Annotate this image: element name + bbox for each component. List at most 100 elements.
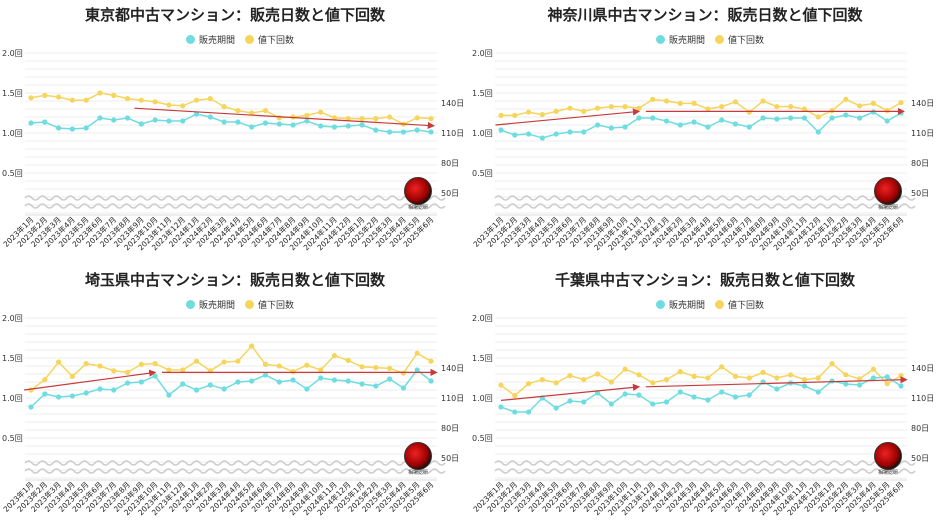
cuts-data-point [553, 380, 559, 386]
cuts-data-point [262, 361, 269, 367]
legend-cuts-label: 値下回数 [728, 301, 765, 311]
right-tick-label: 50日 [911, 189, 929, 198]
legend: 販売期間 値下回数 [0, 33, 470, 46]
cuts-data-point [677, 100, 683, 106]
cuts-data-point [235, 108, 241, 114]
cuts-data-point [567, 105, 573, 111]
left-tick-label: 2.0回 [2, 314, 23, 323]
right-tick-label: 50日 [441, 454, 459, 463]
days-data-point [69, 126, 75, 132]
cuts-data-point [42, 92, 48, 98]
cuts-data-point [525, 109, 532, 115]
days-data-point [55, 394, 62, 400]
days-data-point [331, 377, 338, 383]
days-data-point [732, 121, 739, 127]
cuts-series-line [500, 362, 902, 397]
days-data-point [262, 120, 269, 126]
days-data-point [290, 122, 296, 128]
chart-panel: 神奈川県中古マンション：販売日数と値下回数 販売期間 値下回数 2.0回 1.5回 1.… [470, 0, 940, 265]
chart-plot: 2.0回1.5回1.0回0.5回140日110日80日50日2023年1月202… [471, 49, 934, 252]
days-data-point [180, 118, 186, 124]
cuts-data-point [677, 369, 683, 375]
days-series-line [30, 368, 432, 408]
cuts-data-point [290, 369, 296, 375]
right-tick-label: 140日 [911, 99, 934, 108]
days-data-point [594, 122, 601, 128]
right-tick-label: 80日 [441, 159, 459, 168]
cuts-data-point [663, 377, 670, 383]
cuts-data-point [594, 371, 601, 377]
days-data-point [373, 127, 379, 133]
days-data-point [788, 115, 794, 121]
cuts-data-point [898, 100, 904, 106]
days-data-point [193, 111, 200, 117]
left-tick-label: 2.0回 [2, 49, 23, 58]
cuts-data-point [345, 357, 351, 363]
days-data-point [428, 378, 434, 384]
cuts-data-point [594, 105, 601, 111]
cuts-data-point [829, 361, 835, 367]
legend-cuts-marker [715, 300, 724, 309]
days-data-point [553, 131, 559, 137]
right-tick-label: 80日 [911, 159, 929, 168]
cuts-data-point [581, 108, 587, 114]
legend-days-marker [185, 300, 195, 309]
cuts-data-point [815, 114, 821, 120]
cuts-data-point [138, 361, 144, 367]
days-data-point [221, 386, 227, 392]
days-data-point [28, 120, 34, 126]
days-data-point [124, 115, 131, 121]
cuts-data-point [705, 375, 711, 381]
days-data-point [221, 119, 227, 125]
right-tick-label: 140日 [441, 364, 464, 373]
chart-title: 神奈川県中古マンション：販売日数と値下回数 [547, 6, 863, 24]
days-data-point [111, 387, 117, 393]
logo-text: 相場総研 [877, 470, 898, 476]
left-tick-label: 0.5回 [472, 434, 493, 443]
days-data-point [69, 393, 75, 399]
days-data-point [843, 381, 849, 387]
cuts-data-point [539, 112, 545, 118]
cuts-series-line [501, 98, 902, 118]
days-data-point [276, 379, 282, 385]
days-data-point [553, 405, 559, 411]
days-data-point [705, 397, 711, 403]
logo-text: 相場総研 [407, 205, 428, 211]
cuts-data-point [884, 108, 890, 114]
days-data-point [636, 392, 642, 398]
cuts-data-point [207, 96, 213, 102]
chart-plot: 2.0回1.5回1.0回0.5回140日110日80日50日2023年1月202… [1, 49, 464, 252]
cuts-data-point [152, 99, 158, 105]
chart-panel: 東京都中古マンション：販売日数と値下回数 販売期間 値下回数 2.0回 1.5回 1.0… [0, 0, 470, 265]
cuts-data-point [843, 96, 849, 102]
days-data-point [691, 394, 697, 400]
days-data-point [801, 383, 808, 389]
cuts-data-point [760, 369, 766, 375]
cuts-data-point [843, 372, 849, 378]
days-data-point [318, 123, 324, 129]
logo-icon [874, 442, 902, 470]
left-tick-label: 2.0回 [472, 314, 493, 323]
chart-plot: 2.0回1.5回1.0回0.5回140日110日80日50日2023年1月202… [471, 314, 934, 517]
cuts-data-point [857, 103, 863, 109]
logo-text: 相場総研 [407, 470, 428, 476]
days-data-point [180, 381, 186, 387]
days-data-point [691, 119, 697, 125]
cuts-data-point [428, 116, 434, 122]
days-data-point [249, 378, 255, 384]
legend-cuts-marker [245, 300, 254, 309]
days-data-point [138, 121, 144, 127]
days-data-point [304, 118, 310, 124]
axis-break-wave [494, 203, 916, 209]
legend: 販売期間 値下回数 [470, 298, 940, 311]
days-data-point [608, 401, 614, 407]
cuts-data-point [650, 96, 656, 102]
trend-arrow [645, 376, 908, 388]
days-data-point [318, 375, 324, 381]
days-data-point [28, 404, 34, 410]
cuts-data-point [663, 98, 670, 104]
days-data-point [677, 389, 683, 395]
days-data-point [235, 119, 241, 125]
cuts-data-point [373, 365, 379, 371]
days-data-point [262, 372, 269, 378]
